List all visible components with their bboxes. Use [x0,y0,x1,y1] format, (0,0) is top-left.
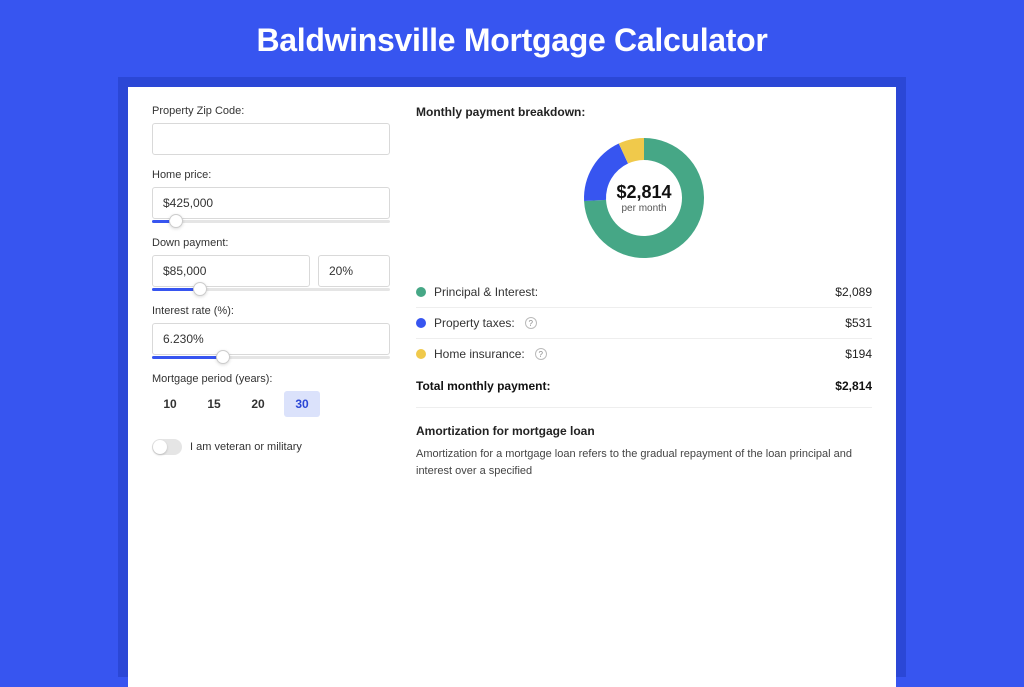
interest-rate-slider-fill [152,356,223,359]
home-price-input[interactable] [152,187,390,219]
field-home-price: Home price: [152,169,390,223]
down-payment-label: Down payment: [152,237,390,249]
page-title: Baldwinsville Mortgage Calculator [0,0,1024,77]
help-icon[interactable]: ? [535,348,547,360]
donut-center: $2,814 per month [616,182,671,214]
legend-dot [416,318,426,328]
legend-row: Principal & Interest: $2,089 [416,277,872,308]
total-value: $2,814 [835,379,872,393]
inner-frame: Property Zip Code: Home price: Down paym… [118,77,906,677]
total-label: Total monthly payment: [416,379,550,393]
zip-label: Property Zip Code: [152,105,390,117]
total-row: Total monthly payment: $2,814 [416,369,872,408]
zip-input[interactable] [152,123,390,155]
interest-rate-input[interactable] [152,323,390,355]
period-option-20[interactable]: 20 [240,391,276,417]
legend-row: Property taxes:? $531 [416,308,872,339]
down-payment-slider-knob[interactable] [193,282,207,296]
field-zip: Property Zip Code: [152,105,390,155]
period-option-30[interactable]: 30 [284,391,320,417]
breakdown-column: Monthly payment breakdown: $2,814 per mo… [416,105,872,647]
field-period: Mortgage period (years): 10 15 20 30 [152,373,390,417]
veteran-toggle[interactable] [152,439,182,455]
legend-value: $194 [845,347,872,361]
veteran-toggle-knob [153,440,167,454]
period-option-15[interactable]: 15 [196,391,232,417]
legend-row: Home insurance:? $194 [416,339,872,369]
legend-value: $531 [845,316,872,330]
interest-rate-label: Interest rate (%): [152,305,390,317]
legend-label: Home insurance: [434,347,525,361]
field-interest-rate: Interest rate (%): [152,305,390,359]
home-price-slider[interactable] [152,220,390,223]
amortization-title: Amortization for mortgage loan [416,424,872,438]
home-price-label: Home price: [152,169,390,181]
legend: Principal & Interest: $2,089 Property taxe… [416,277,872,369]
field-down-payment: Down payment: [152,237,390,291]
donut-amount: $2,814 [616,182,671,203]
legend-label: Property taxes: [434,316,515,330]
legend-dot [416,349,426,359]
home-price-slider-knob[interactable] [169,214,183,228]
veteran-row: I am veteran or military [152,439,390,455]
period-label: Mortgage period (years): [152,373,390,385]
donut-sub: per month [616,203,671,214]
legend-value: $2,089 [835,285,872,299]
period-option-10[interactable]: 10 [152,391,188,417]
down-payment-input[interactable] [152,255,310,287]
period-options: 10 15 20 30 [152,391,390,417]
donut-holder: $2,814 per month [579,133,709,263]
legend-dot [416,287,426,297]
legend-label: Principal & Interest: [434,285,538,299]
inputs-column: Property Zip Code: Home price: Down paym… [152,105,390,647]
amortization-text: Amortization for a mortgage loan refers … [416,446,872,479]
veteran-label: I am veteran or military [190,441,302,453]
donut-chart-wrap: $2,814 per month [416,127,872,277]
interest-rate-slider[interactable] [152,356,390,359]
down-payment-slider[interactable] [152,288,390,291]
calculator-card: Property Zip Code: Home price: Down paym… [128,87,896,687]
breakdown-title: Monthly payment breakdown: [416,105,872,119]
down-payment-pct-input[interactable] [318,255,390,287]
interest-rate-slider-knob[interactable] [216,350,230,364]
help-icon[interactable]: ? [525,317,537,329]
